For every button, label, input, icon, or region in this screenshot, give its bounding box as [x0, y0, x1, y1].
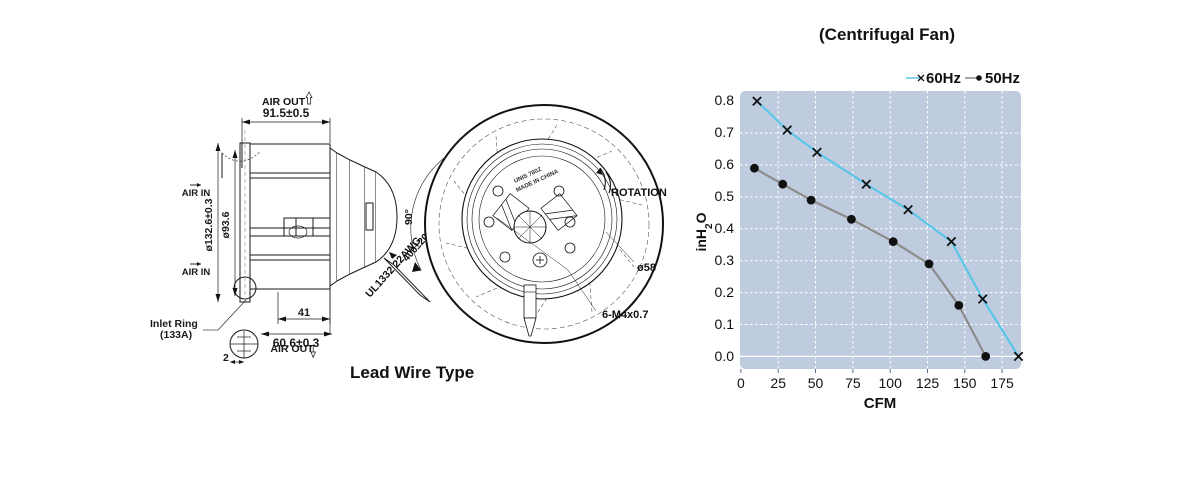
svg-text:2: 2: [223, 352, 229, 364]
svg-text:0.1: 0.1: [715, 316, 735, 332]
svg-text:0: 0: [737, 375, 745, 391]
svg-text:ROTATION: ROTATION: [611, 187, 667, 199]
svg-text:ø132.6±0.3: ø132.6±0.3: [203, 198, 215, 251]
svg-text:(Centrifugal Fan): (Centrifugal Fan): [819, 25, 955, 44]
svg-text:AIR IN: AIR IN: [182, 267, 211, 278]
svg-text:0.2: 0.2: [715, 284, 735, 300]
svg-text:90°: 90°: [403, 209, 415, 225]
svg-text:150: 150: [953, 375, 977, 391]
svg-text:ø58: ø58: [637, 262, 656, 274]
svg-text:0.4: 0.4: [715, 220, 735, 236]
svg-text:100: 100: [879, 375, 903, 391]
svg-text:CFM: CFM: [864, 395, 897, 412]
svg-text:91.5±0.5: 91.5±0.5: [263, 106, 310, 120]
svg-text:41: 41: [298, 307, 310, 319]
svg-text:0.8: 0.8: [715, 92, 735, 108]
svg-text:ø93.6: ø93.6: [220, 211, 232, 238]
svg-text:125: 125: [916, 375, 940, 391]
svg-text:0.0: 0.0: [715, 348, 735, 364]
svg-text:60Hz: 60Hz: [926, 70, 961, 87]
svg-text:0.3: 0.3: [715, 252, 735, 268]
svg-text:Lead Wire Type: Lead Wire Type: [350, 363, 474, 382]
svg-text:0.6: 0.6: [715, 156, 735, 172]
svg-text:25: 25: [770, 375, 786, 391]
svg-text:6-M4x0.7: 6-M4x0.7: [602, 309, 648, 321]
svg-text:(133A): (133A): [160, 329, 192, 341]
svg-text:50: 50: [808, 375, 824, 391]
svg-text:AIR OUT: AIR OUT: [270, 343, 314, 355]
svg-text:AIR IN: AIR IN: [182, 188, 211, 199]
svg-text:75: 75: [845, 375, 861, 391]
svg-text:175: 175: [990, 375, 1014, 391]
svg-text:0.5: 0.5: [715, 188, 735, 204]
svg-text:0.7: 0.7: [715, 124, 735, 140]
svg-text:50Hz: 50Hz: [985, 70, 1020, 87]
